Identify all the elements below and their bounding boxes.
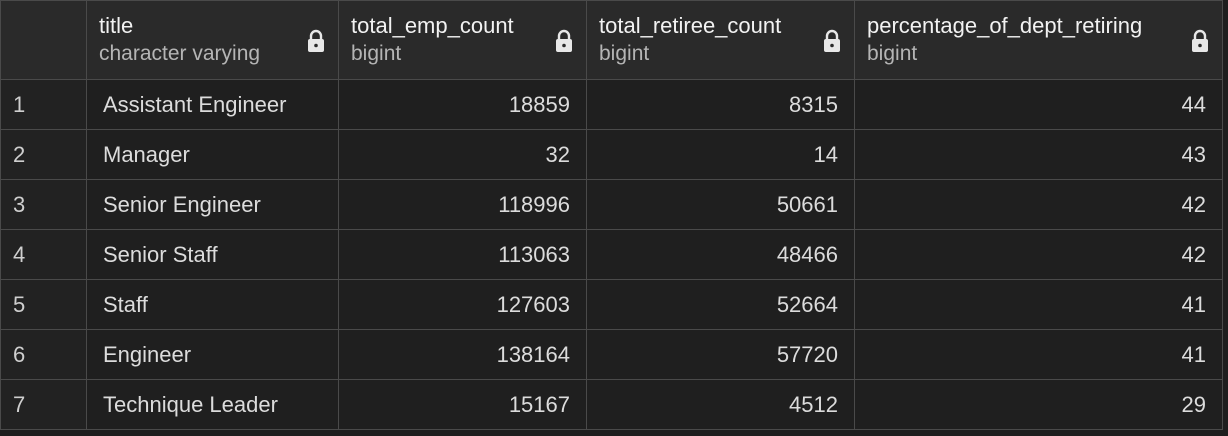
- column-name: total_emp_count: [351, 13, 514, 38]
- lock-icon: [824, 29, 840, 52]
- header-row: title character varying total_emp_count …: [0, 0, 1223, 80]
- column-type: bigint: [599, 42, 650, 65]
- row-number[interactable]: 7: [0, 379, 87, 430]
- row-number[interactable]: 2: [0, 129, 87, 180]
- column-type: bigint: [867, 42, 918, 65]
- cell-total-emp-count[interactable]: 138164: [338, 329, 587, 380]
- column-name: percentage_of_dept_retiring: [867, 13, 1143, 38]
- column-header-percentage-of-dept-retiring[interactable]: percentage_of_dept_retiring bigint: [854, 0, 1223, 80]
- column-name: title: [99, 13, 134, 38]
- cell-percentage-of-dept-retiring[interactable]: 41: [854, 279, 1223, 330]
- cell-total-emp-count[interactable]: 15167: [338, 379, 587, 430]
- lock-icon: [556, 29, 572, 52]
- cell-total-retiree-count[interactable]: 57720: [586, 329, 855, 380]
- results-body: 1 Assistant Engineer 18859 8315 44 2 Man…: [0, 79, 1223, 430]
- table-row[interactable]: 4 Senior Staff 113063 48466 42: [0, 229, 1223, 280]
- row-number[interactable]: 1: [0, 79, 87, 130]
- cell-title[interactable]: Senior Staff: [86, 229, 339, 280]
- cell-total-emp-count[interactable]: 127603: [338, 279, 587, 330]
- cell-total-emp-count[interactable]: 113063: [338, 229, 587, 280]
- table-row[interactable]: 3 Senior Engineer 118996 50661 42: [0, 179, 1223, 230]
- cell-percentage-of-dept-retiring[interactable]: 43: [854, 129, 1223, 180]
- column-name: total_retiree_count: [599, 13, 782, 38]
- row-number[interactable]: 3: [0, 179, 87, 230]
- cell-percentage-of-dept-retiring[interactable]: 41: [854, 329, 1223, 380]
- row-number[interactable]: 4: [0, 229, 87, 280]
- cell-total-retiree-count[interactable]: 48466: [586, 229, 855, 280]
- cell-total-retiree-count[interactable]: 52664: [586, 279, 855, 330]
- column-header-total-emp-count[interactable]: total_emp_count bigint: [338, 0, 587, 80]
- table-row[interactable]: 2 Manager 32 14 43: [0, 129, 1223, 180]
- column-header-title[interactable]: title character varying: [86, 0, 339, 80]
- cell-total-emp-count[interactable]: 32: [338, 129, 587, 180]
- column-header-total-retiree-count[interactable]: total_retiree_count bigint: [586, 0, 855, 80]
- results-header: title character varying total_emp_count …: [0, 0, 1223, 80]
- cell-title[interactable]: Staff: [86, 279, 339, 330]
- column-type: character varying: [99, 42, 261, 65]
- cell-percentage-of-dept-retiring[interactable]: 29: [854, 379, 1223, 430]
- lock-icon: [1192, 29, 1208, 52]
- cell-title[interactable]: Manager: [86, 129, 339, 180]
- row-number[interactable]: 6: [0, 329, 87, 380]
- cell-total-retiree-count[interactable]: 50661: [586, 179, 855, 230]
- row-number[interactable]: 5: [0, 279, 87, 330]
- cell-total-retiree-count[interactable]: 4512: [586, 379, 855, 430]
- cell-title[interactable]: Senior Engineer: [86, 179, 339, 230]
- table-row[interactable]: 6 Engineer 138164 57720 41: [0, 329, 1223, 380]
- table-row[interactable]: 5 Staff 127603 52664 41: [0, 279, 1223, 330]
- cell-total-retiree-count[interactable]: 14: [586, 129, 855, 180]
- cell-total-emp-count[interactable]: 118996: [338, 179, 587, 230]
- cell-total-emp-count[interactable]: 18859: [338, 79, 587, 130]
- cell-percentage-of-dept-retiring[interactable]: 42: [854, 229, 1223, 280]
- row-number-header[interactable]: [0, 0, 87, 80]
- column-type: bigint: [351, 42, 402, 65]
- cell-percentage-of-dept-retiring[interactable]: 42: [854, 179, 1223, 230]
- cell-title[interactable]: Assistant Engineer: [86, 79, 339, 130]
- cell-total-retiree-count[interactable]: 8315: [586, 79, 855, 130]
- cell-title[interactable]: Technique Leader: [86, 379, 339, 430]
- table-row[interactable]: 7 Technique Leader 15167 4512 29: [0, 379, 1223, 430]
- cell-percentage-of-dept-retiring[interactable]: 44: [854, 79, 1223, 130]
- lock-icon: [308, 29, 324, 52]
- cell-title[interactable]: Engineer: [86, 329, 339, 380]
- table-row[interactable]: 1 Assistant Engineer 18859 8315 44: [0, 79, 1223, 130]
